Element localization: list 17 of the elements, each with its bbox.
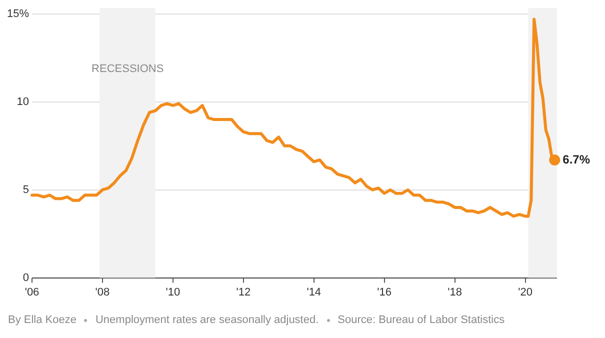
text: By Ella Koeze [8, 314, 76, 326]
x-tick-label: '10 [166, 286, 180, 298]
source-note: Source: Bureau of Labor Statistics [338, 314, 505, 326]
y-tick-label: 0 [22, 272, 30, 284]
y-tick-label: 15% [6, 8, 30, 20]
x-tick-label: '06 [24, 286, 40, 298]
x-tick-label: '18 [448, 286, 462, 298]
x-tick-label: '20 [518, 286, 532, 298]
x-tick-label: '16 [377, 286, 392, 298]
y-tick-label: 10 [16, 96, 30, 108]
x-tick-label: '12 [236, 286, 251, 298]
x-tick-label: '14 [306, 286, 322, 298]
band-label: RECESSIONS [92, 63, 164, 76]
text: Unemployment rates are seasonally adjusted. [95, 314, 319, 326]
annotation: 6.7% [562, 152, 590, 166]
y-tick-label: 5 [22, 184, 30, 196]
x-tick-label: '08 [95, 286, 110, 298]
